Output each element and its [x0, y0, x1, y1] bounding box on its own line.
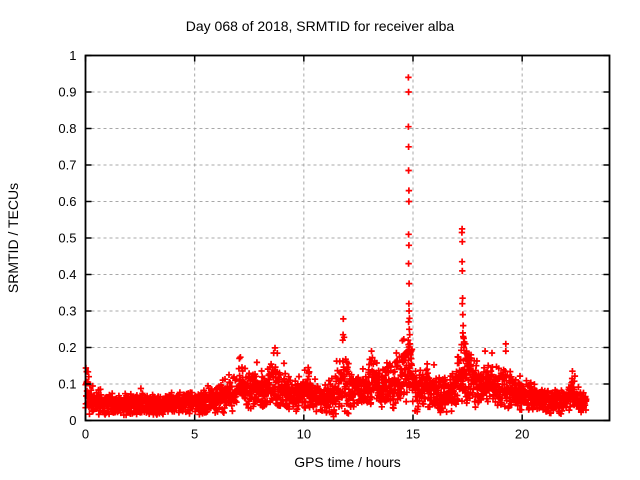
y-tick-label: 0.3 — [58, 304, 76, 319]
x-tick-label: 5 — [191, 427, 198, 442]
x-tick-label: 20 — [515, 427, 529, 442]
x-tick-label: 15 — [406, 427, 420, 442]
y-tick-label: 0.1 — [58, 377, 76, 392]
y-tick-label: 0.4 — [58, 267, 76, 282]
y-tick-label: 0.5 — [58, 231, 76, 246]
y-tick-label: 0 — [69, 413, 76, 428]
x-axis-label: GPS time / hours — [294, 454, 401, 470]
y-tick-label: 0.8 — [58, 121, 76, 136]
y-tick-label: 0.2 — [58, 340, 76, 355]
chart-title: Day 068 of 2018, SRMTID for receiver alb… — [185, 18, 455, 34]
scatter-points — [82, 74, 590, 420]
y-tick-label: 0.6 — [58, 194, 76, 209]
y-tick-label: 0.7 — [58, 158, 76, 173]
x-tick-label: 0 — [82, 427, 89, 442]
y-tick-label: 0.9 — [58, 85, 76, 100]
y-tick-label: 1 — [69, 48, 76, 63]
y-axis-label: SRMTID / TECUs — [5, 182, 21, 294]
x-tick-label: 10 — [297, 427, 311, 442]
